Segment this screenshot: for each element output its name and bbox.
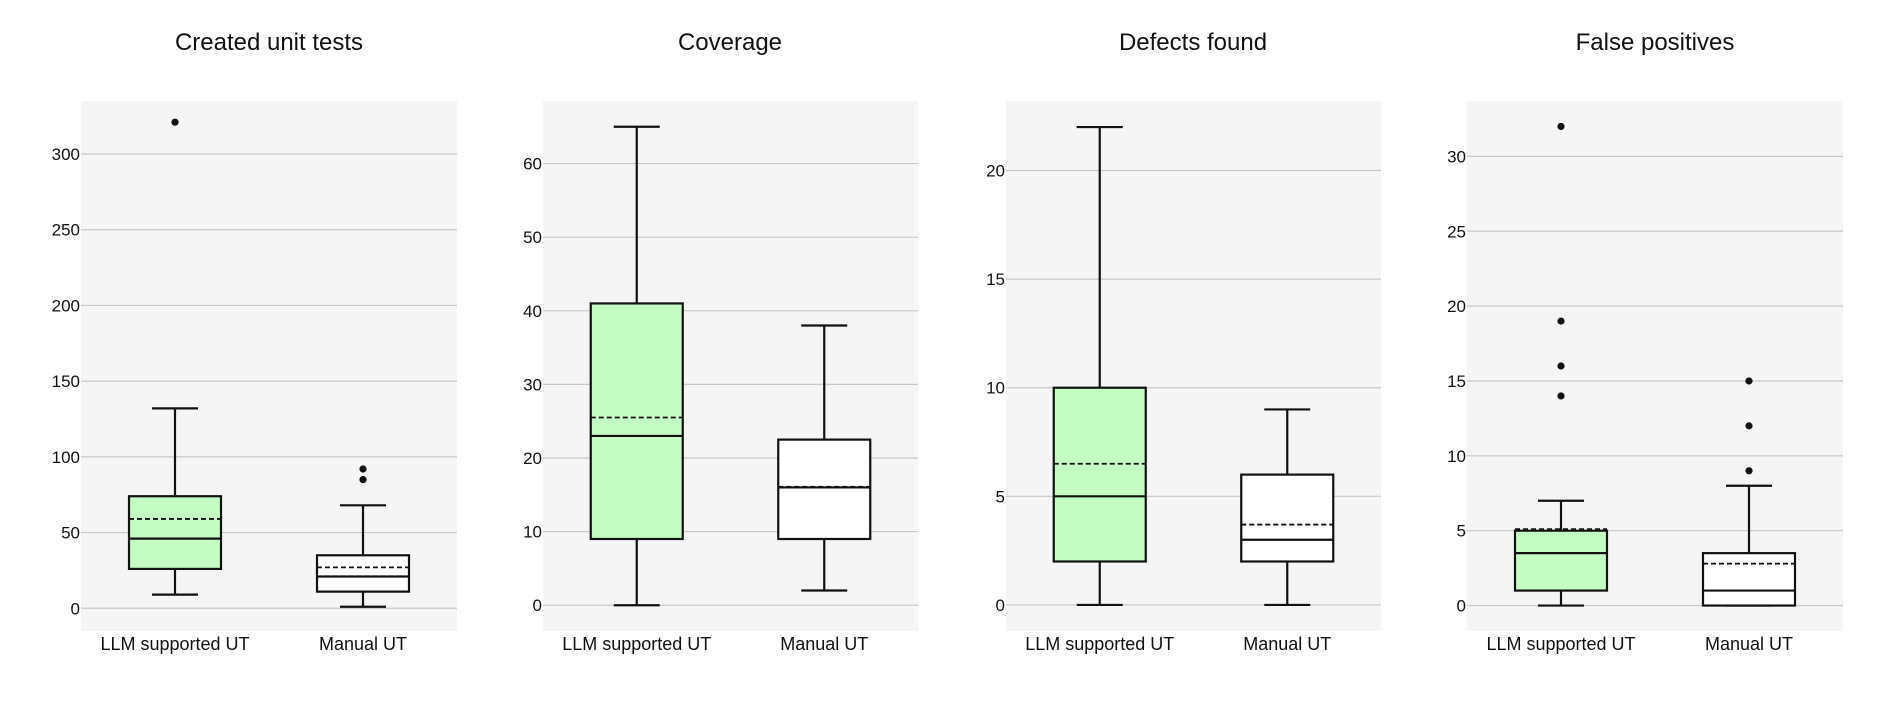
outlier-point: [171, 118, 179, 126]
outlier-point: [1557, 392, 1565, 400]
box-llm: [1052, 125, 1147, 607]
iqr-box: [127, 495, 223, 571]
iqr-box: [1701, 552, 1797, 607]
chart-panel-4: 0 5 10 15 20 25 30 False positives LLM supported…: [1447, 29, 1843, 654]
box-llm: [127, 118, 223, 596]
y-tick-label: 100: [52, 448, 80, 467]
outlier-point: [1557, 122, 1565, 131]
y-tick-label: 30: [523, 375, 542, 394]
chart-panel-2: 0 10 20 30 40 50 60 Coverage LLM supported UT Man…: [523, 29, 918, 654]
y-tick-label: 60: [523, 155, 542, 174]
y-tick-label: 50: [61, 524, 80, 543]
y-tick-label: 15: [1447, 372, 1466, 391]
iqr-box: [589, 302, 684, 541]
y-tick-label: 15: [986, 270, 1005, 289]
y-tick-label: 5: [996, 487, 1005, 506]
y-tick-label: 10: [1447, 447, 1466, 466]
y-tick-label: 20: [1447, 297, 1466, 316]
y-tick-label: 200: [52, 296, 80, 315]
chart-title: Coverage: [678, 29, 782, 56]
category-label: LLM supported UT: [100, 634, 249, 654]
chart-title: Created unit tests: [175, 29, 363, 56]
category-label: Manual UT: [1243, 634, 1331, 654]
y-tick-label: 10: [986, 379, 1005, 398]
iqr-box: [1240, 473, 1335, 563]
y-tick-label: 5: [1457, 522, 1466, 541]
category-label: Manual UT: [319, 634, 407, 654]
iqr-box: [1513, 529, 1609, 592]
chart-title: Defects found: [1119, 29, 1267, 56]
box-llm: [1513, 122, 1609, 607]
chart-title: False positives: [1576, 29, 1735, 56]
outlier-point: [1557, 317, 1565, 325]
y-tick-label: 150: [52, 372, 80, 391]
outlier-point: [359, 465, 367, 473]
chart-panel-3: 0 5 10 15 20 Defects found LLM supported UT Man…: [986, 29, 1381, 654]
y-tick-label: 20: [986, 162, 1005, 181]
chart-panel-1: 0 50 100 150 200 250 300 Created unit tests LLM …: [52, 29, 457, 654]
outlier-point: [1745, 422, 1753, 430]
y-tick-label: 0: [71, 599, 80, 618]
y-tick-label: 50: [523, 228, 542, 247]
outlier-point: [1557, 362, 1565, 370]
y-tick-label: 20: [523, 449, 542, 468]
category-label: LLM supported UT: [1486, 634, 1635, 654]
iqr-box: [777, 438, 872, 541]
y-tick-label: 300: [52, 145, 80, 164]
iqr-box: [1052, 386, 1147, 563]
y-tick-label: 0: [996, 596, 1005, 615]
box-manual: [777, 324, 872, 592]
box-manual: [1701, 377, 1797, 607]
y-tick-label: 30: [1447, 147, 1466, 166]
y-tick-label: 25: [1447, 222, 1466, 241]
y-tick-label: 10: [523, 523, 542, 542]
category-label: LLM supported UT: [562, 634, 711, 654]
y-tick-label: 0: [1457, 597, 1466, 616]
iqr-box: [315, 554, 411, 593]
outlier-point: [1745, 377, 1753, 385]
box-manual: [315, 465, 411, 608]
outlier-point: [359, 475, 367, 484]
category-label: LLM supported UT: [1025, 634, 1174, 654]
y-tick-label: 250: [52, 221, 80, 240]
box-manual: [1240, 408, 1335, 607]
y-tick-label: 0: [533, 596, 542, 615]
category-label: Manual UT: [780, 634, 868, 654]
y-tick-label: 40: [523, 302, 542, 321]
outlier-point: [1745, 467, 1753, 475]
category-label: Manual UT: [1705, 634, 1793, 654]
box-llm: [589, 125, 684, 607]
